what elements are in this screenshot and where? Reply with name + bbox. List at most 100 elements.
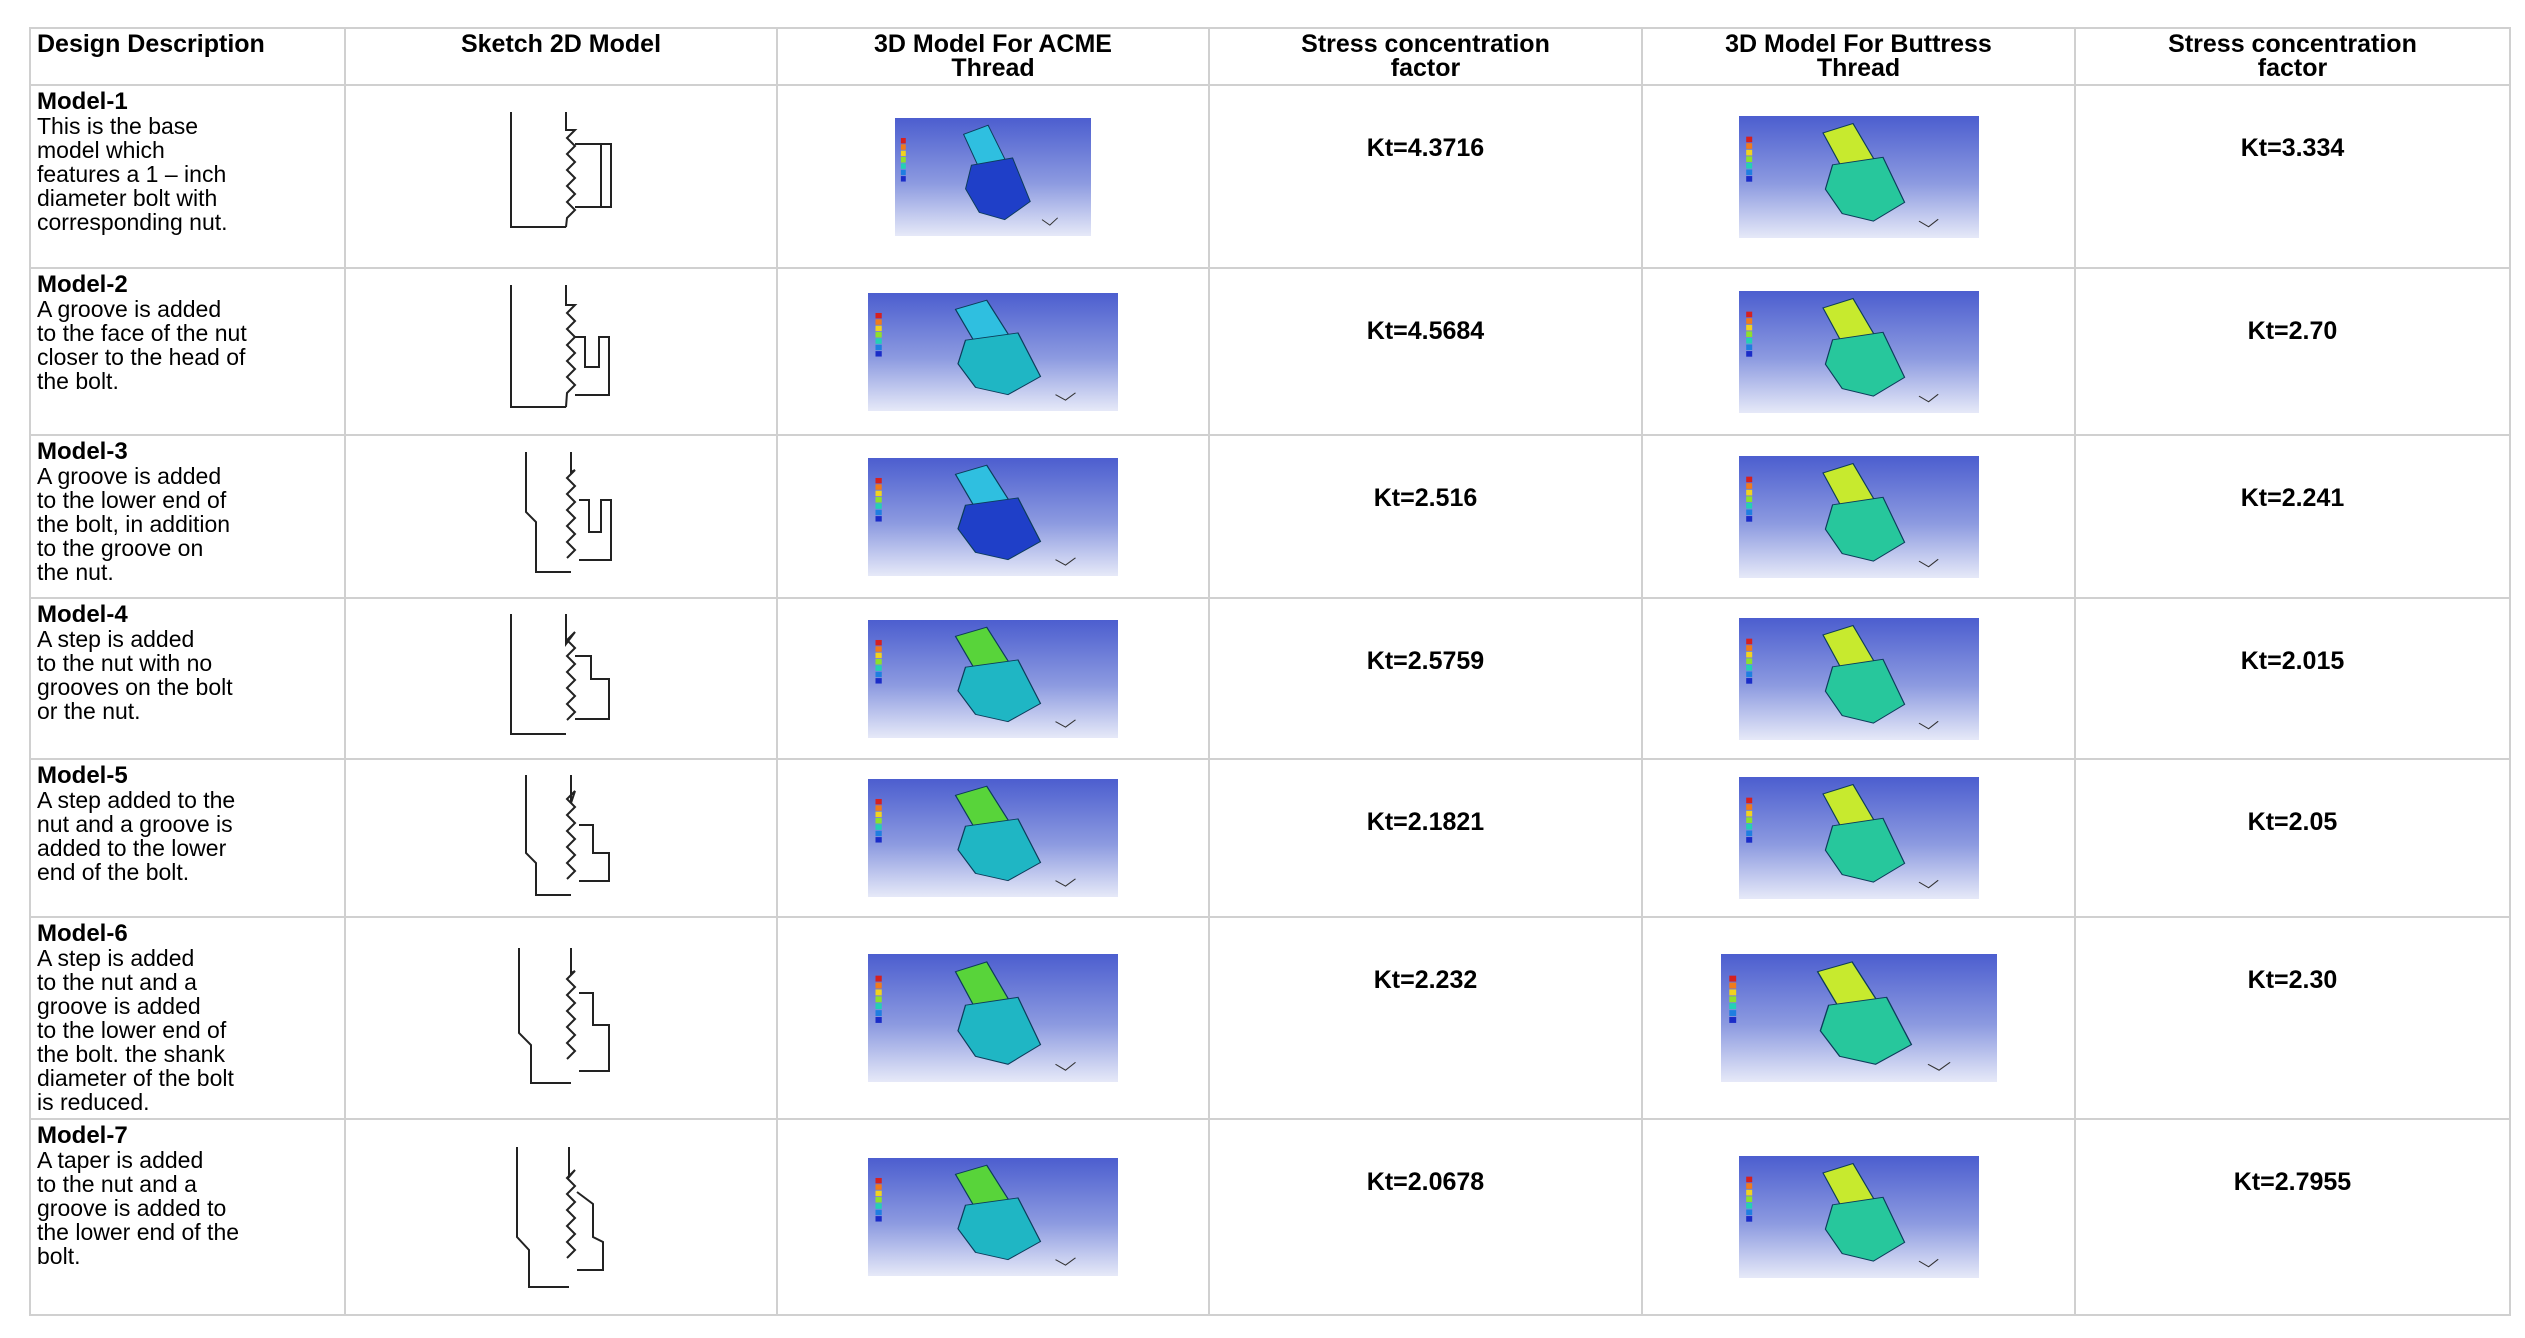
acme-kt-value: Kt=2.516: [1373, 484, 1478, 512]
buttress-kt-value: Kt=2.30: [2247, 966, 2338, 994]
fea-model-icon: [1745, 1162, 1939, 1268]
sketch-2d-cell: [344, 916, 778, 1120]
bolt-nut-sketch-icon: [525, 775, 610, 896]
acme-3d-model-cell: [776, 916, 1210, 1120]
acme-thread-fea-render: [868, 457, 1118, 576]
sketch-outline: [518, 948, 610, 1084]
table-row: Model-2 A groove is added to the face of …: [29, 267, 2511, 436]
header-buttress-kt-text: Stress concentration factor: [2168, 30, 2417, 82]
fea-legend: [875, 477, 882, 522]
design-description-cell: Model-1 This is the base model which feat…: [29, 84, 346, 269]
acme-kt-cell: Kt=2.5759: [1208, 597, 1643, 760]
table-row: Model-5 A step added to the nut and a gro…: [29, 758, 2511, 918]
fea-legend: [875, 639, 882, 684]
fea-model-icon: [875, 1164, 1076, 1266]
acme-kt-cell: Kt=2.0678: [1208, 1118, 1643, 1316]
fea-legend: [875, 312, 882, 357]
acme-kt-value: Kt=2.5759: [1366, 647, 1485, 675]
sketch-outline: [525, 451, 612, 573]
fea-legend: [1728, 975, 1736, 1023]
model-title: Model-4: [37, 601, 128, 628]
sketch-2d-cell: [344, 597, 778, 760]
sketch-outline: [510, 284, 610, 408]
acme-kt-cell: Kt=2.1821: [1208, 758, 1643, 918]
fea-model-icon: [1745, 783, 1939, 889]
model-description: A step is added to the nut with no groov…: [37, 626, 233, 724]
acme-3d-model-cell: [776, 1118, 1210, 1316]
acme-thread-fea-render: [868, 954, 1118, 1082]
acme-kt-value: Kt=2.232: [1373, 966, 1478, 994]
fea-legend: [875, 1177, 882, 1222]
header-sketch-2d-model: Sketch 2D Model: [344, 27, 778, 86]
design-description-cell: Model-2 A groove is added to the face of …: [29, 267, 346, 436]
header-row: Design Description Sketch 2D Model 3D Mo…: [29, 27, 2511, 86]
model-title: Model-3: [37, 438, 128, 465]
acme-kt-cell: Kt=4.3716: [1208, 84, 1643, 269]
sketch-outline: [510, 613, 610, 735]
fea-model-icon: [1728, 961, 1951, 1071]
acme-kt-cell: Kt=2.516: [1208, 434, 1643, 599]
buttress-kt-value: Kt=2.70: [2247, 317, 2338, 345]
design-description-cell: Model-3 A groove is added to the lower en…: [29, 434, 346, 599]
buttress-3d-model-cell: [1641, 597, 2076, 760]
buttress-kt-cell: Kt=3.334: [2074, 84, 2511, 269]
buttress-3d-model-cell: [1641, 1118, 2076, 1316]
header-acme-kt: Stress concentration factor: [1208, 27, 1643, 86]
design-comparison-table: Design Description Sketch 2D Model 3D Mo…: [29, 27, 2511, 1316]
acme-3d-model-cell: [776, 434, 1210, 599]
buttress-thread-fea-render: [1738, 777, 1979, 899]
buttress-kt-value: Kt=2.015: [2240, 647, 2345, 675]
buttress-thread-fea-render: [1738, 115, 1979, 238]
acme-3d-model-cell: [776, 84, 1210, 269]
model-description: A step added to the nut and a groove is …: [37, 787, 236, 885]
model-title: Model-7: [37, 1122, 128, 1149]
fea-model-icon: [875, 626, 1076, 728]
model-description: A groove is added to the lower end of th…: [37, 463, 231, 585]
sketch-2d-cell: [344, 1118, 778, 1316]
header-buttress-3d-model: 3D Model For Buttress Thread: [1641, 27, 2076, 86]
buttress-3d-model-cell: [1641, 267, 2076, 436]
buttress-thread-fea-render: [1738, 1156, 1979, 1278]
sketch-outline: [525, 775, 610, 896]
design-description-cell: Model-4 A step is added to the nut with n…: [29, 597, 346, 760]
fea-legend: [1745, 311, 1752, 357]
fea-model-icon: [1745, 624, 1939, 729]
buttress-3d-model-cell: [1641, 916, 2076, 1120]
acme-kt-value: Kt=4.5684: [1366, 317, 1485, 345]
model-description: A taper is added to the nut and a groove…: [37, 1147, 240, 1269]
sketch-outline: [510, 111, 612, 228]
header-buttress-kt: Stress concentration factor: [2074, 27, 2511, 86]
acme-kt-value: Kt=4.3716: [1366, 134, 1485, 162]
table-row: Model-4 A step is added to the nut with n…: [29, 597, 2511, 760]
fea-legend: [1745, 136, 1752, 182]
model-description: A step is added to the nut and a groove …: [37, 945, 234, 1115]
buttress-kt-cell: Kt=2.015: [2074, 597, 2511, 760]
buttress-thread-fea-render: [1738, 617, 1979, 740]
table-row: Model-1 This is the base model which feat…: [29, 84, 2511, 269]
acme-3d-model-cell: [776, 758, 1210, 918]
buttress-kt-value: Kt=2.05: [2247, 808, 2338, 836]
bolt-nut-sketch-icon: [518, 948, 610, 1084]
acme-3d-model-cell: [776, 267, 1210, 436]
bolt-nut-sketch-icon: [510, 613, 610, 735]
design-description-cell: Model-5 A step added to the nut and a gro…: [29, 758, 346, 918]
sketch-2d-cell: [344, 434, 778, 599]
fea-model-icon: [1745, 297, 1939, 402]
acme-3d-model-cell: [776, 597, 1210, 760]
fea-model-icon: [1745, 122, 1939, 227]
buttress-kt-value: Kt=2.241: [2240, 484, 2345, 512]
header-acme-3d-model: 3D Model For ACME Thread: [776, 27, 1210, 86]
design-description-cell: Model-6 A step is added to the nut and a …: [29, 916, 346, 1120]
buttress-kt-cell: Kt=2.05: [2074, 758, 2511, 918]
fea-legend: [1745, 638, 1752, 684]
buttress-kt-value: Kt=2.7955: [2233, 1168, 2352, 1196]
sketch-2d-cell: [344, 267, 778, 436]
bolt-nut-sketch-icon: [525, 451, 612, 573]
acme-thread-fea-render: [895, 117, 1091, 236]
buttress-thread-fea-render: [1738, 455, 1979, 578]
model-title: Model-6: [37, 920, 128, 947]
bolt-nut-sketch-icon: [516, 1147, 604, 1288]
buttress-thread-fea-render: [1738, 290, 1979, 413]
buttress-3d-model-cell: [1641, 84, 2076, 269]
acme-thread-fea-render: [868, 779, 1118, 897]
